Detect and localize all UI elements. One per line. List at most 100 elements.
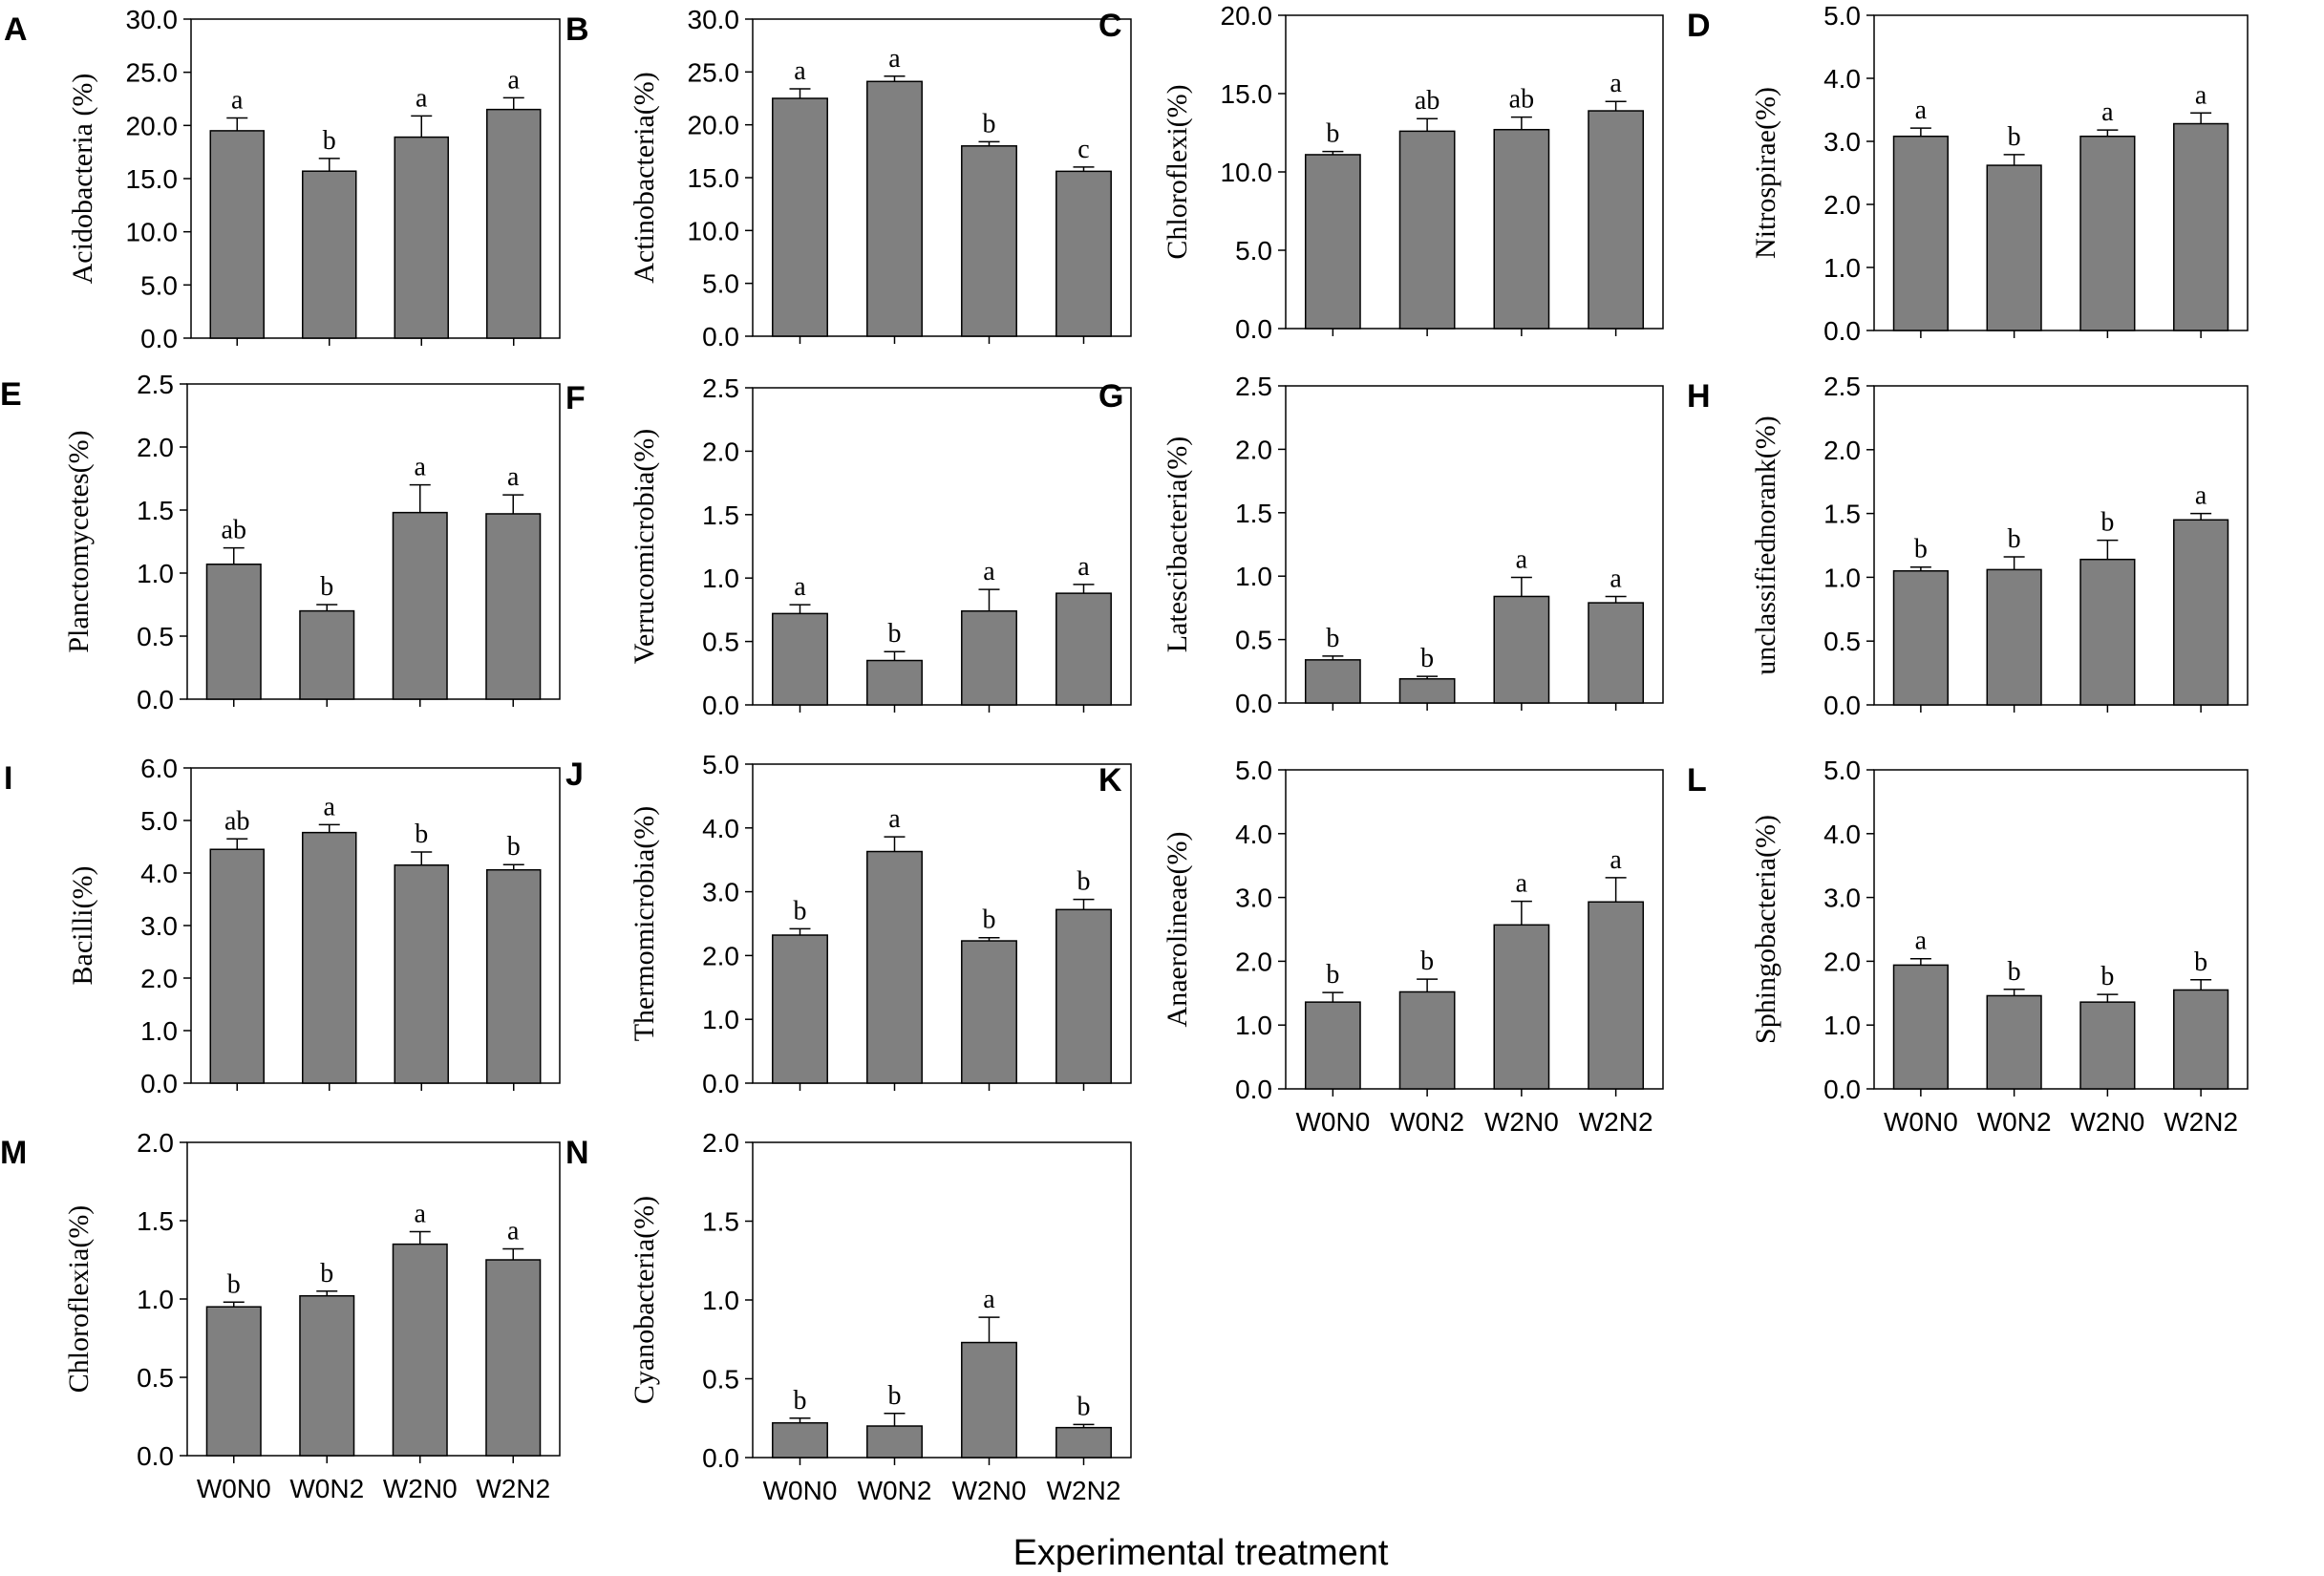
significance-letter: a	[1516, 545, 1528, 575]
significance-letter: b	[794, 896, 807, 926]
y-tick-label: 0.0	[702, 1069, 739, 1098]
y-tick-label: 3.0	[1235, 884, 1272, 913]
x-category-label: W0N2	[858, 1476, 932, 1505]
significance-letter: b	[507, 832, 521, 862]
significance-letter: a	[2195, 80, 2207, 110]
x-category-label: W0N2	[1390, 1107, 1464, 1137]
y-tick-label: 3.0	[140, 911, 178, 941]
significance-letter: b	[1420, 947, 1434, 976]
y-axis-label: Bacilli(%)	[67, 866, 98, 986]
bar-W0N2	[866, 659, 923, 706]
y-tick-label: 2.0	[1235, 947, 1272, 976]
plot-frame	[1873, 14, 2249, 331]
y-tick-label: 1.0	[1235, 562, 1272, 591]
significance-letter: a	[1077, 552, 1090, 582]
significance-letter: ab	[1509, 85, 1534, 115]
y-tick-label: 15.0	[1221, 79, 1273, 109]
panel-letter: I	[4, 760, 12, 797]
panel-letter: D	[1687, 8, 1711, 44]
bar-W2N2	[486, 868, 542, 1084]
significance-letter: b	[1077, 1392, 1091, 1421]
y-tick-label: 2.0	[702, 1128, 739, 1158]
y-tick-label: 10.0	[688, 216, 740, 245]
y-tick-label: 0.5	[1823, 627, 1861, 656]
y-tick-label: 0.0	[1235, 1075, 1272, 1104]
significance-letter: b	[983, 905, 996, 935]
significance-letter: b	[1420, 644, 1434, 673]
significance-letter: b	[888, 619, 902, 649]
panel-G: 0.0 0.5 1.0 1.5 2.0 2.5 Latescibacteria(%) b b a a…	[1098, 372, 1664, 718]
plot-frame	[1873, 385, 2249, 706]
panel-D: 0.0 1.0 2.0 3.0 4.0 5.0 Nitrospirae(%) a b a a D	[1687, 1, 2249, 346]
bar-W0N2	[1986, 164, 2042, 331]
significance-letter: b	[983, 109, 996, 138]
significance-letter: a	[1915, 926, 1928, 956]
significance-letter: b	[2008, 524, 2021, 554]
y-tick-label: 1.5	[702, 500, 739, 530]
plot-frame	[752, 763, 1132, 1084]
y-tick-label: 3.0	[1823, 884, 1861, 913]
panel-L: 0.0 1.0 2.0 3.0 4.0 5.0 Sphingobacteria(%) a W0N…	[1687, 756, 2249, 1137]
bar-W0N2	[299, 609, 355, 700]
bar-W2N0	[1493, 128, 1550, 330]
x-category-label: W2N0	[1484, 1107, 1559, 1137]
x-axis-title: Experimental treatment	[1013, 1533, 1389, 1573]
bar-W2N0	[394, 864, 449, 1084]
y-tick-label: 4.0	[702, 814, 739, 843]
bar-W2N2	[1055, 908, 1112, 1084]
significance-letter: a	[415, 453, 427, 482]
y-axis-label: Acidobacteria (%)	[67, 74, 98, 285]
bar-W2N2	[1588, 901, 1645, 1090]
significance-letter: b	[1077, 867, 1091, 897]
panel-C: 0.0 5.0 10.0 15.0 20.0 Chloroflexi(%) b ab ab a C	[1098, 1, 1664, 344]
y-tick-label: 25.0	[688, 57, 740, 87]
significance-letter: a	[888, 804, 901, 834]
y-tick-label: 2.0	[1823, 436, 1861, 465]
y-tick-label: 0.0	[140, 1069, 178, 1098]
bar-W2N0	[392, 1243, 448, 1457]
bar-W2N2	[2173, 989, 2229, 1090]
significance-letter: b	[323, 126, 336, 156]
significance-letter: a	[508, 65, 521, 95]
significance-letter: b	[1326, 960, 1339, 990]
panel-F: 0.0 0.5 1.0 1.5 2.0 2.5 Verrucomicrobia(%) a b a a…	[565, 373, 1132, 720]
significance-letter: b	[2008, 957, 2021, 987]
panel-J: 0.0 1.0 2.0 3.0 4.0 5.0 Thermomicrobia(%) b a b b J	[565, 750, 1132, 1098]
y-tick-label: 2.0	[1823, 947, 1861, 976]
x-category-label: W0N0	[197, 1474, 271, 1503]
significance-letter: b	[415, 820, 428, 849]
significance-letter: a	[2101, 97, 2114, 127]
y-tick-label: 30.0	[126, 5, 179, 34]
y-tick-label: 10.0	[1221, 158, 1273, 187]
bar-W0N0	[1304, 1001, 1361, 1090]
y-tick-label: 2.0	[1823, 190, 1861, 220]
y-axis-label: Chloroflexia(%)	[63, 1205, 95, 1394]
y-tick-label: 0.0	[1823, 691, 1861, 720]
y-tick-label: 0.0	[702, 1443, 739, 1473]
panel-K: 0.0 1.0 2.0 3.0 4.0 5.0 Anaerolineae(%) b W0N0 b W…	[1098, 756, 1664, 1137]
bar-W2N2	[1588, 110, 1645, 330]
y-tick-label: 2.5	[1235, 372, 1272, 401]
y-axis-label: Chloroflexi(%)	[1162, 84, 1193, 259]
panel-letter: A	[4, 11, 28, 48]
panel-N: 0.0 0.5 1.0 1.5 2.0 Cyanobacteria(%) b W0N0 b W0N…	[565, 1128, 1132, 1505]
bar-W0N0	[205, 1306, 262, 1457]
significance-letter: b	[320, 1259, 333, 1288]
x-category-label: W2N0	[2070, 1107, 2144, 1137]
y-tick-label: 0.0	[1235, 314, 1272, 344]
bar-W2N0	[394, 136, 449, 339]
y-axis-label: Cyanobacteria(%)	[629, 1196, 660, 1404]
significance-letter: ab	[222, 516, 246, 545]
significance-letter: a	[1915, 96, 1928, 125]
panel-letter: H	[1687, 378, 1711, 415]
y-tick-label: 1.5	[702, 1207, 739, 1237]
y-axis-label: Latescibacteria(%)	[1162, 437, 1193, 653]
y-tick-label: 0.0	[137, 1441, 174, 1471]
bar-W2N2	[2173, 122, 2229, 331]
panel-letter: C	[1098, 8, 1122, 44]
panel-M: 0.0 0.5 1.0 1.5 2.0 Chloroflexia(%) b W0N0 b W0N2…	[0, 1128, 561, 1503]
significance-letter: b	[2100, 962, 2114, 991]
significance-letter: b	[227, 1269, 241, 1299]
panel-letter: K	[1098, 762, 1122, 799]
